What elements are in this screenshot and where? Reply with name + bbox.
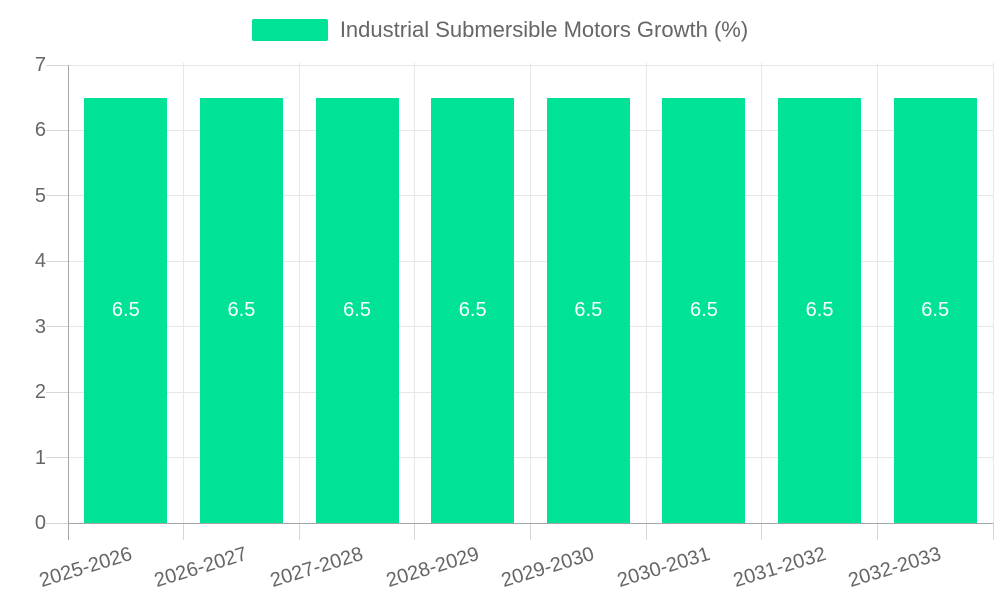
x-axis-label: 2028-2029 <box>383 542 482 592</box>
legend-swatch <box>251 19 328 41</box>
bar-value-label: 6.5 <box>227 299 256 322</box>
y-axis-tick <box>46 129 68 131</box>
y-axis-label: 7 <box>34 54 46 76</box>
x-axis-tick <box>298 523 300 540</box>
x-axis-tick <box>876 523 878 540</box>
y-axis-tick <box>46 64 68 66</box>
x-axis-tick <box>414 523 416 540</box>
bar-value-label: 6.5 <box>343 299 371 322</box>
x-axis-label: 2027-2028 <box>267 542 366 592</box>
y-axis-label: 5 <box>34 184 46 207</box>
x-axis-tick <box>530 523 531 540</box>
y-axis-label: 2 <box>34 381 46 404</box>
x-gridline <box>992 63 994 523</box>
x-gridline <box>530 63 531 523</box>
bar[interactable] <box>431 97 515 523</box>
y-axis-label: 0 <box>34 512 46 534</box>
y-axis-label: 3 <box>34 315 46 338</box>
x-axis-label: 2032-2033 <box>846 542 944 592</box>
y-axis-label: 6 <box>34 119 46 142</box>
x-axis-label: 2031-2032 <box>730 542 829 592</box>
x-axis-label: 2030-2031 <box>614 542 713 592</box>
y-axis-tick <box>46 391 68 393</box>
x-axis-line <box>68 522 993 524</box>
bar[interactable] <box>315 97 399 523</box>
x-gridline <box>876 63 878 523</box>
y-axis-tick <box>46 260 68 262</box>
bar-value-label: 6.5 <box>111 299 140 322</box>
y-axis-tick <box>46 457 68 459</box>
bar-value-label: 6.5 <box>921 299 950 322</box>
y-axis-tick <box>46 522 68 524</box>
bar[interactable] <box>546 97 630 523</box>
x-axis-label: 2026-2027 <box>152 542 251 592</box>
x-axis-label: 2029-2030 <box>499 542 598 592</box>
legend-label: Industrial Submersible Motors Growth (%) <box>339 17 749 42</box>
bar-value-label: 6.5 <box>690 299 718 322</box>
bar[interactable] <box>662 97 746 523</box>
bar-value-label: 6.5 <box>574 299 603 322</box>
bar[interactable] <box>893 97 977 523</box>
x-axis-tick <box>183 523 185 540</box>
x-axis-tick <box>645 523 647 540</box>
y-axis-label: 4 <box>34 250 46 273</box>
y-axis-tick <box>46 326 68 328</box>
x-axis-tick <box>992 523 994 540</box>
bar-value-label: 6.5 <box>805 299 834 322</box>
chart-legend[interactable]: Industrial Submersible Motors Growth (%) <box>0 16 1000 44</box>
x-gridline <box>183 63 185 523</box>
x-axis-label: 2025-2026 <box>36 542 135 592</box>
y-axis-tick <box>46 195 68 197</box>
x-gridline <box>645 63 647 523</box>
x-gridline <box>414 63 416 523</box>
bar-value-label: 6.5 <box>458 299 487 322</box>
y-axis-line <box>67 65 69 540</box>
bar[interactable] <box>778 97 862 523</box>
x-axis-tick <box>761 523 763 540</box>
y-axis-label: 1 <box>34 446 46 469</box>
x-gridline <box>298 63 300 523</box>
bar[interactable] <box>84 97 168 523</box>
bar[interactable] <box>199 97 283 523</box>
x-gridline <box>761 63 763 523</box>
